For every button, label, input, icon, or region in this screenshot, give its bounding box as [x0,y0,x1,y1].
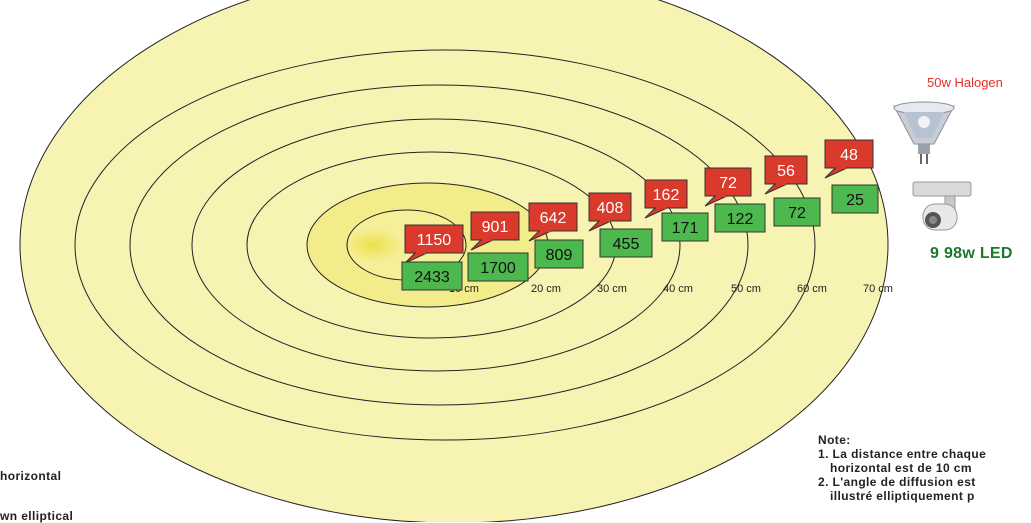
led-lux-tag: 809 [534,239,584,269]
led-lux-value: 2433 [414,269,450,286]
left-note-line-2: wn elliptical [0,509,74,523]
led-lux-tag: 171 [661,212,709,242]
led-track-light-icon [905,178,975,238]
halogen-lux-tag: 408 [588,192,632,232]
halogen-lux-tag: 642 [528,202,578,242]
distance-label: 50 cm [731,283,761,295]
led-lux-value: 455 [613,236,640,253]
led-lux-value: 25 [846,192,864,209]
halogen-lux-value: 642 [540,210,567,227]
left-note-line-1: horizontal [0,469,62,483]
led-lux-value: 122 [727,211,754,228]
led-lux-tag: 2433 [401,261,463,291]
distance-label: 30 cm [597,283,627,295]
distance-label: 20 cm [531,283,561,295]
led-lux-tag: 25 [831,184,879,214]
halogen-lux-value: 56 [777,163,795,180]
led-label: 9 98w LED [930,245,1013,262]
led-lux-tag: 455 [599,228,653,258]
halogen-lux-tag: 901 [470,211,520,251]
halogen-lux-value: 1150 [417,232,452,249]
note-line-2b: illustré elliptiquement p [830,489,975,503]
led-lux-value: 1700 [480,260,516,277]
note-block: Note: 1. La distance entre chaque horizo… [818,433,986,503]
distance-label: 60 cm [797,283,827,295]
halogen-lux-tag: 56 [764,155,808,195]
note-line-2: 2. L'angle de diffusion est [818,475,976,489]
halogen-lux-value: 48 [840,147,858,164]
led-lux-tag: 72 [773,197,821,227]
halogen-lux-tag: 1150 [404,224,464,264]
led-lux-tag: 122 [714,203,766,233]
led-lux-value: 809 [546,247,573,264]
led-lux-value: 72 [788,205,806,222]
halogen-lux-value: 162 [653,187,680,204]
halogen-lux-tag: 72 [704,167,752,207]
halogen-label: 50w Halogen [927,75,1003,90]
note-line-1b: horizontal est de 10 cm [830,461,972,475]
halogen-lux-value: 72 [719,175,737,192]
distance-label: 40 cm [663,283,693,295]
halogen-lux-value: 901 [482,219,509,236]
note-title: Note: [818,433,851,447]
halogen-bulb-icon [890,100,958,166]
halogen-lux-tag: 162 [644,179,688,219]
distance-label: 70 cm [863,283,893,295]
led-lux-tag: 1700 [467,252,529,282]
note-line-1: 1. La distance entre chaque [818,447,987,461]
halogen-lux-tag: 48 [824,139,874,179]
halogen-lux-value: 408 [597,200,624,217]
led-lux-value: 171 [672,220,699,237]
